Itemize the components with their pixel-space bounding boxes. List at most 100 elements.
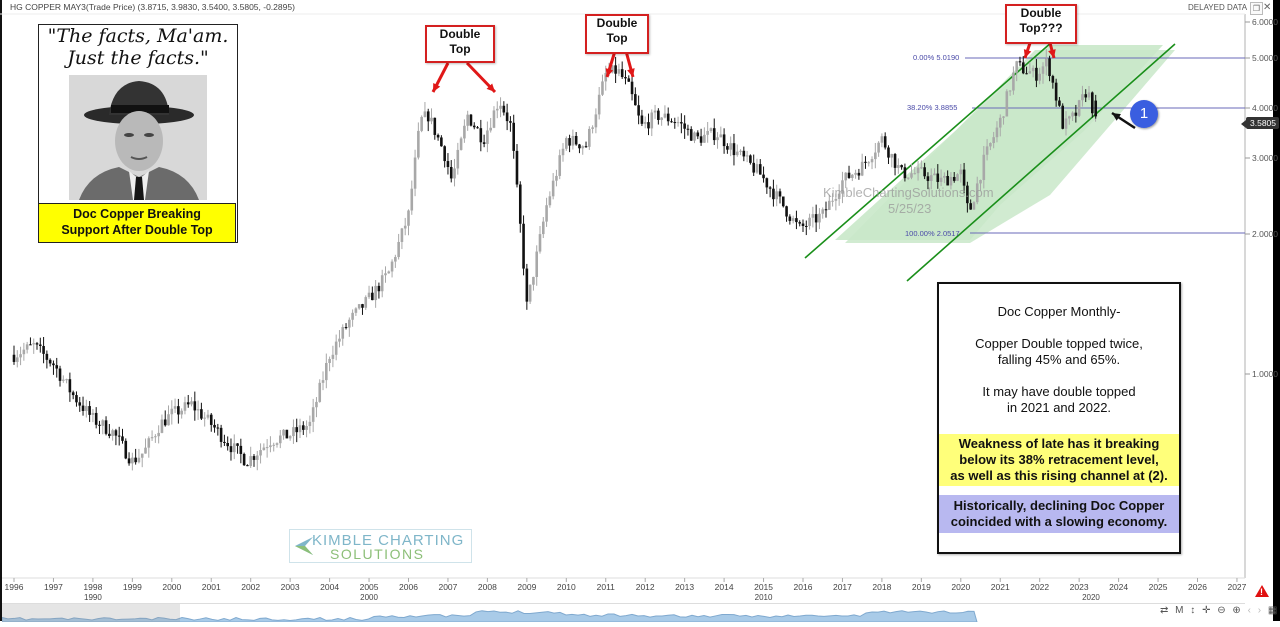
detective-portrait-icon <box>69 75 207 200</box>
callout-line: Top??? <box>1019 21 1063 35</box>
chart-title: HG COPPER MAY3(Trade Price) (3.8715, 3.9… <box>10 2 295 12</box>
x-tick-label: 2007 <box>438 582 458 592</box>
watermark-date: 5/25/23 <box>888 201 932 216</box>
navigator-strip[interactable] <box>1 603 1245 623</box>
quote-banner: Doc Copper Breaking Support After Double… <box>38 203 236 243</box>
x-tick-label: 2013 <box>675 582 695 592</box>
callout-line: Double <box>1020 6 1062 20</box>
watermark-text: KimbleChartingSolutions.com <box>823 185 994 200</box>
note-line: below its 38% retracement level, <box>959 452 1159 467</box>
last-price-tag: 3.5805 <box>1241 117 1279 129</box>
x-tick-label: 2001 <box>201 582 221 592</box>
x-tick-label: 1996 <box>4 582 24 592</box>
calendar-icon[interactable]: ▦ <box>1267 605 1278 616</box>
x-tick-label: 2025 <box>1148 582 1168 592</box>
x-tick-label: 2022 <box>1030 582 1050 592</box>
navigator-volume-area[interactable] <box>1 604 1245 623</box>
banner-line: Support After Double Top <box>61 223 213 237</box>
callout-line: Top <box>606 31 628 45</box>
detective-photo <box>69 75 207 200</box>
x-tick-label: 2024 <box>1109 582 1129 592</box>
quote-panel: "The facts, Ma'am. Just the facts." Doc … <box>38 24 238 243</box>
callout-double-top-2011: Double Top <box>585 14 649 54</box>
close-icon[interactable]: ✕ <box>1263 2 1272 13</box>
quote-line: "The facts, Ma'am. <box>47 25 229 47</box>
callout-line: Double <box>596 16 638 30</box>
note-line: falling 45% and 65%. <box>997 352 1121 367</box>
x-tick-label: 2023 <box>1069 582 1089 592</box>
y-tick-label: 5.0000 <box>1252 53 1278 63</box>
x-tick-label: 2008 <box>477 582 497 592</box>
note-line: as well as this rising channel at (2). <box>950 468 1168 483</box>
y-tick-label: 1.0000 <box>1252 369 1278 379</box>
refresh-icon[interactable]: ⇄ <box>1160 605 1169 616</box>
note-highlight-blue: Historically, declining Doc Copper coinc… <box>939 495 1179 533</box>
note-line: Copper Double topped twice, <box>975 336 1143 351</box>
note-line: coincided with a slowing economy. <box>950 514 1168 529</box>
zoom-out-icon[interactable]: ⊖ <box>1217 605 1226 616</box>
chart-toolbar: ⇄ M ↕ ✛ ⊖ ⊕ ‹ › ▦ ◕ <box>1160 605 1280 619</box>
x-tick-label: 2005 <box>359 582 379 592</box>
x-tick-label: 2003 <box>280 582 300 592</box>
x-tick-label: 1998 <box>83 582 103 592</box>
chevron-left-icon[interactable]: ‹ <box>1247 605 1251 616</box>
x-tick-label: 2011 <box>596 582 615 592</box>
x-tick-label: 2021 <box>990 582 1010 592</box>
delayed-data-label: DELAYED DATA <box>1188 3 1248 12</box>
x-decade-label: 1990 <box>83 593 102 602</box>
logo-arrow-icon <box>295 537 313 555</box>
x-tick-label: 2015 <box>754 582 774 592</box>
x-tick-label: 2018 <box>872 582 892 592</box>
callout-double-top-2021: Double Top??? <box>1005 4 1077 44</box>
kimble-logo: KIMBLE CHARTING SOLUTIONS <box>289 529 472 563</box>
restore-window-icon[interactable]: ❐ <box>1250 2 1263 15</box>
y-tick-label: 2.0000 <box>1252 229 1278 239</box>
x-tick-label: 2000 <box>162 582 182 592</box>
fib-label-0: 0.00% 5.0190 <box>913 53 960 62</box>
x-tick-label: 2014 <box>714 582 734 592</box>
y-tick-label: 4.0000 <box>1252 103 1278 113</box>
x-decade-label: 2020 <box>1082 593 1100 602</box>
x-decade-label: 2000 <box>360 593 378 602</box>
x-tick-label: 2009 <box>517 582 537 592</box>
y-tick-label: 6.0000 <box>1252 17 1278 27</box>
x-tick-label: 2017 <box>832 582 852 592</box>
warning-icon[interactable] <box>1255 585 1269 597</box>
callout-line: Double <box>439 27 481 41</box>
pan-icon[interactable]: ✛ <box>1202 605 1211 616</box>
commentary-box: Doc Copper Monthly- Copper Double topped… <box>937 282 1181 554</box>
x-tick-label: 2019 <box>911 582 931 592</box>
x-tick-label: 2006 <box>399 582 418 592</box>
chevron-right-icon[interactable]: › <box>1257 605 1262 616</box>
callout-double-top-2006: Double Top <box>425 25 495 63</box>
x-tick-label: 2020 <box>951 582 971 592</box>
x-tick-label: 2004 <box>320 582 340 592</box>
logo-line2: SOLUTIONS <box>330 546 425 562</box>
y-tick-label: 3.0000 <box>1252 153 1278 163</box>
vertical-scale-icon[interactable]: ↕ <box>1190 605 1196 616</box>
x-tick-label: 2026 <box>1188 582 1207 592</box>
period-button[interactable]: M <box>1175 605 1184 616</box>
note-line: Historically, declining Doc Copper <box>953 498 1165 513</box>
fib-label-382: 38.20% 3.8855 <box>907 103 958 112</box>
x-tick-label: 2012 <box>635 582 655 592</box>
fib-label-100: 100.00% 2.0517 <box>905 229 960 238</box>
x-tick-label: 2002 <box>241 582 261 592</box>
quote-line: Just the facts." <box>67 47 209 69</box>
note-line: It may have double topped <box>982 384 1136 399</box>
banner-line: Doc Copper Breaking <box>73 207 201 221</box>
x-tick-label: 2027 <box>1227 582 1247 592</box>
x-tick-label: 2010 <box>556 582 576 592</box>
marker-1: 1 <box>1130 100 1158 128</box>
window-edge <box>1273 0 1280 621</box>
zoom-in-icon[interactable]: ⊕ <box>1232 605 1241 616</box>
x-tick-label: 1999 <box>122 582 142 592</box>
x-tick-label: 2016 <box>793 582 813 592</box>
quote-text: "The facts, Ma'am. Just the facts." <box>39 25 237 69</box>
note-line: in 2021 and 2022. <box>1006 400 1112 415</box>
x-decade-label: 2010 <box>754 593 773 602</box>
x-tick-label: 1997 <box>43 582 63 592</box>
note-line: Weakness of late has it breaking <box>958 436 1160 451</box>
note-title: Doc Copper Monthly- <box>997 304 1121 319</box>
